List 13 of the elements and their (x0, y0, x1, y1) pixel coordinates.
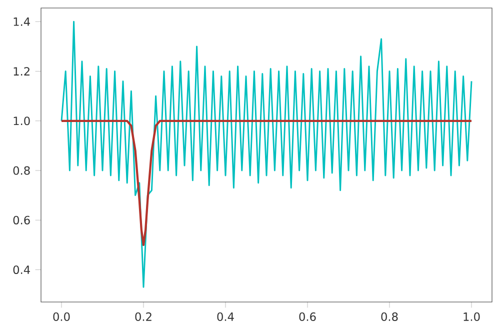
line-series (60, 20, 472, 288)
x-tick-label: 0.8 (381, 312, 398, 321)
x-tick-label: 0.2 (135, 312, 152, 321)
x-tick-label: 0.6 (299, 312, 316, 321)
y-tick-label: 1.0 (14, 116, 30, 126)
x-tick-label: 0.0 (53, 312, 70, 321)
x-tick-label: 1.0 (464, 312, 480, 321)
y-tick-label: 0.4 (13, 265, 30, 274)
y-tick-label: 0.6 (13, 216, 30, 224)
y-tick-label: 1.4 (14, 18, 30, 26)
y-tick-label: 1.2 (14, 67, 30, 76)
y-tick-label: 0.8 (13, 166, 30, 175)
x-tick-label: 0.4 (217, 312, 234, 321)
